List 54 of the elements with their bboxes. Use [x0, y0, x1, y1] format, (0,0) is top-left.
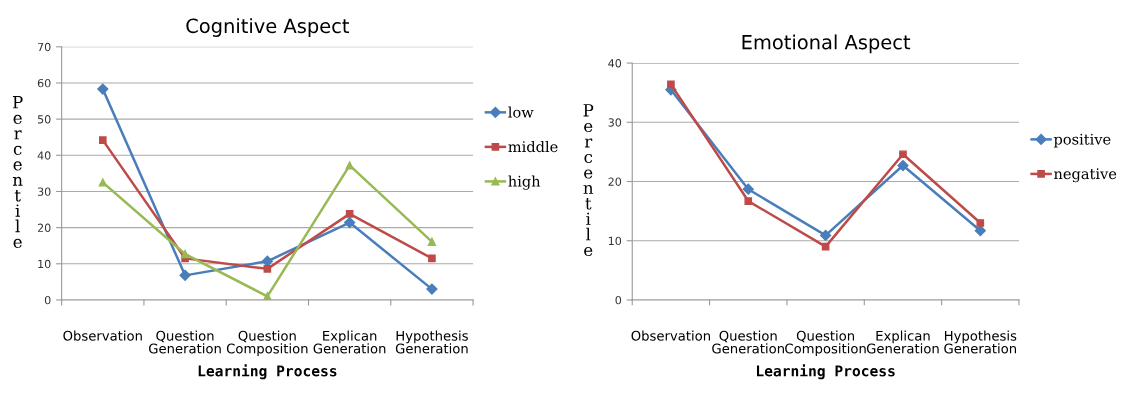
y-tick-label: 0	[44, 295, 51, 305]
x-axis-title: Learning Process	[198, 364, 337, 380]
point	[974, 225, 986, 237]
point	[744, 197, 753, 205]
y-tick-label: 10	[38, 259, 51, 269]
y-tick-label: 20	[37, 223, 51, 233]
legend-label: positive	[1053, 133, 1111, 148]
x-tick-label: Explican Generation	[313, 330, 386, 354]
y-tick-label: 50	[37, 115, 51, 124]
x-tick-label: Hypothesis Generation	[395, 330, 468, 354]
point	[428, 254, 436, 263]
point	[426, 283, 438, 295]
text: Percentile	[12, 96, 23, 248]
x-tick-label: Observation	[631, 330, 710, 341]
point	[98, 136, 107, 144]
x-tick-label: Observation	[63, 330, 142, 341]
x-tick-label: Explican Generation	[866, 330, 939, 354]
point	[344, 216, 356, 229]
point	[345, 210, 354, 218]
point	[98, 178, 107, 187]
text: Percentile	[583, 104, 594, 257]
point	[180, 249, 190, 259]
y-tick-label: 40	[37, 151, 51, 160]
point	[897, 159, 909, 172]
y-tick-label: 40	[608, 59, 622, 68]
x-axis-title: Learning Process	[756, 364, 895, 380]
legend-label: high	[508, 175, 541, 190]
legend-label: low	[508, 106, 534, 118]
point	[97, 83, 109, 95]
point	[263, 265, 272, 273]
y-tick-label: 20	[608, 177, 622, 186]
y-tick-label: 70	[38, 42, 51, 52]
y-tick-label: 10	[608, 236, 622, 246]
x-tick-label: Question Composition	[226, 330, 308, 357]
x-tick-label: Hypothesis Generation	[944, 330, 1017, 354]
y-tick-label: 0	[615, 295, 622, 305]
point	[667, 80, 675, 89]
point	[427, 237, 437, 246]
point	[820, 229, 832, 242]
x-tick-label: Question Generation	[149, 330, 221, 354]
y-tick-label: 30	[37, 187, 51, 196]
chart-title: Emotional Aspect	[742, 34, 911, 54]
point	[899, 150, 907, 159]
point	[345, 161, 354, 170]
point	[742, 183, 754, 195]
chart-title: Cognitive Aspect	[186, 18, 350, 37]
x-tick-label: Question Composition	[785, 330, 866, 357]
point	[179, 269, 191, 281]
y-tick-label: 30	[608, 118, 622, 127]
legend-label: negative	[1054, 168, 1117, 183]
x-tick-label: Question Generation	[712, 330, 784, 354]
y-tick-label: 60	[37, 78, 51, 88]
legend-label: middle	[508, 140, 558, 153]
point	[976, 219, 985, 227]
